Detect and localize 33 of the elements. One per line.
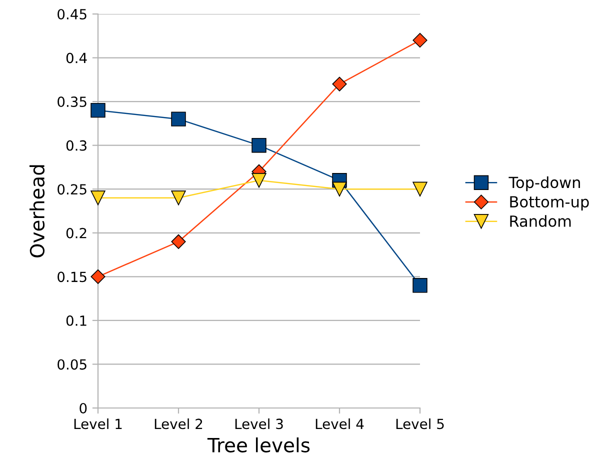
x-axis-title: Tree levels <box>207 437 310 452</box>
x-tick-label: Level 3 <box>235 418 283 430</box>
y-tick-label: 0.35 <box>58 96 86 108</box>
point <box>332 182 347 196</box>
y-axis-title: Overhead <box>30 165 45 258</box>
point <box>412 182 428 196</box>
point <box>252 138 266 153</box>
legend-label: Bottom-up <box>510 196 589 211</box>
y-tick-label: 0.2 <box>66 228 86 238</box>
y-tick-label: 0.3 <box>66 140 86 151</box>
point <box>171 112 186 126</box>
y-tick-label: 0.25 <box>58 184 86 195</box>
point <box>90 269 106 284</box>
legend-label: Top-down <box>508 176 580 192</box>
point <box>90 190 106 206</box>
legend-label: Random <box>510 215 571 227</box>
point <box>171 234 186 249</box>
point <box>412 32 428 48</box>
point <box>332 76 347 92</box>
y-tick-label: 0.15 <box>58 272 86 282</box>
point <box>252 172 266 188</box>
point <box>412 278 428 293</box>
y-tick-label: 0.45 <box>58 8 86 20</box>
point <box>90 102 106 118</box>
x-tick-label: Level 1 <box>74 418 122 430</box>
point <box>171 190 186 206</box>
y-tick-label: 0.4 <box>66 52 87 64</box>
x-tick-label: Level 4 <box>316 418 364 430</box>
x-tick-label: Level 2 <box>154 418 202 430</box>
y-tick-label: 0 <box>80 402 87 414</box>
y-tick-label: 0.1 <box>66 315 86 326</box>
x-tick-label: Level 5 <box>396 418 444 430</box>
y-tick-label: 0.05 <box>58 359 86 370</box>
